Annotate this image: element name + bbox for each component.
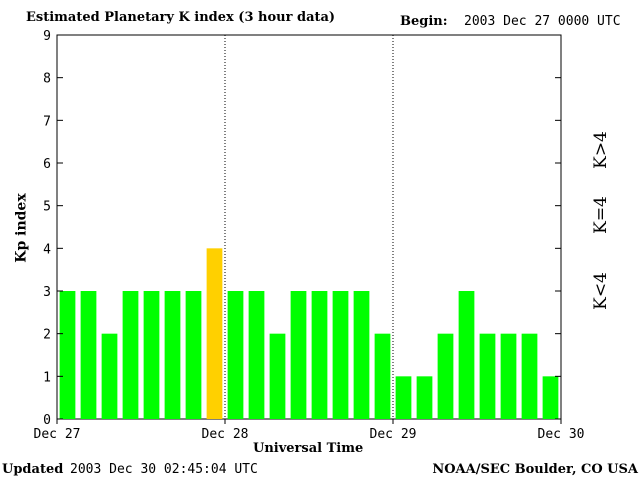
y-tick-label: 7 (43, 114, 51, 129)
kp-bar (353, 291, 370, 419)
updated-label: Updated (2, 462, 64, 477)
kp-bar (122, 291, 139, 419)
kp-bar (374, 333, 391, 419)
y-tick-label: 0 (43, 413, 51, 428)
y-tick-label: 9 (43, 29, 51, 44)
kp-bar (479, 333, 496, 419)
kp-bar (248, 291, 265, 419)
begin-label: Begin: (400, 14, 448, 29)
x-tick-label: Dec 30 (538, 427, 585, 442)
kp-bar (185, 291, 202, 419)
kp-bar (59, 291, 76, 419)
kp-bar (164, 291, 181, 419)
kp-bar (311, 291, 328, 419)
x-tick-label: Dec 27 (34, 427, 81, 442)
kp-bar (458, 291, 475, 419)
x-tick-label: Dec 29 (370, 427, 417, 442)
kp-bar (80, 291, 97, 419)
kp-bar (206, 248, 223, 419)
y-tick-label: 3 (43, 285, 51, 300)
plot-frame (56, 34, 562, 420)
y-tick-label: 2 (43, 328, 51, 343)
y-tick-label: 1 (43, 370, 51, 385)
y-tick-label: 6 (43, 157, 51, 172)
kp-bar (143, 291, 160, 419)
kp-bar (500, 333, 517, 419)
y-tick-label: 5 (43, 200, 51, 215)
kp-bar (290, 291, 307, 419)
begin-value: 2003 Dec 27 0000 UTC (464, 14, 621, 29)
updated-timestamp: 2003 Dec 30 02:45:04 UTC (70, 462, 258, 477)
kp-bar (521, 333, 538, 419)
source-credit: NOAA/SEC Boulder, CO USA (432, 462, 638, 477)
kp-bar (416, 376, 433, 419)
kp-bar (101, 333, 118, 419)
kp-bar (332, 291, 349, 419)
chart-title: Estimated Planetary K index (3 hour data… (26, 10, 336, 25)
kp-bar (269, 333, 286, 419)
x-axis-label: Universal Time (253, 441, 364, 456)
kp-bar (395, 376, 412, 419)
y-tick-label: 8 (43, 72, 51, 87)
kp-bar (437, 333, 454, 419)
kp-bar (542, 376, 559, 419)
y-tick-label: 4 (43, 242, 51, 257)
kp-bar (227, 291, 244, 419)
x-tick-label: Dec 28 (202, 427, 249, 442)
